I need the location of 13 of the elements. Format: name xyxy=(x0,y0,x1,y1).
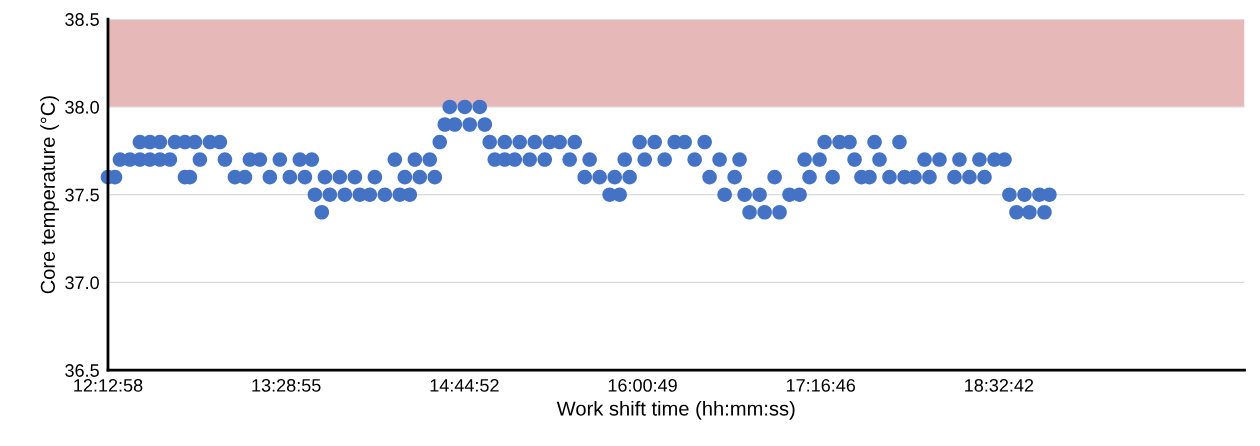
y-tick-label: 38.0 xyxy=(65,100,99,114)
x-tick-label: 16:00:49 xyxy=(608,378,677,392)
y-tick-label: 37.5 xyxy=(65,188,99,202)
x-tick-label: 18:32:42 xyxy=(965,378,1034,392)
x-tick-label: 12:12:58 xyxy=(74,378,143,392)
x-tick-label: 17:16:46 xyxy=(786,378,856,392)
y-axis-title: Core temperature (°C) xyxy=(40,96,59,294)
y-tick-label: 37.0 xyxy=(65,276,99,290)
x-axis-title: Work shift time (hh:mm:ss) xyxy=(556,400,795,420)
y-tick-label: 38.5 xyxy=(65,13,99,26)
y-tick-label: 36.5 xyxy=(65,364,99,377)
x-tick-label: 13:28:55 xyxy=(252,378,321,392)
x-tick-label: 14:44:52 xyxy=(430,378,499,392)
